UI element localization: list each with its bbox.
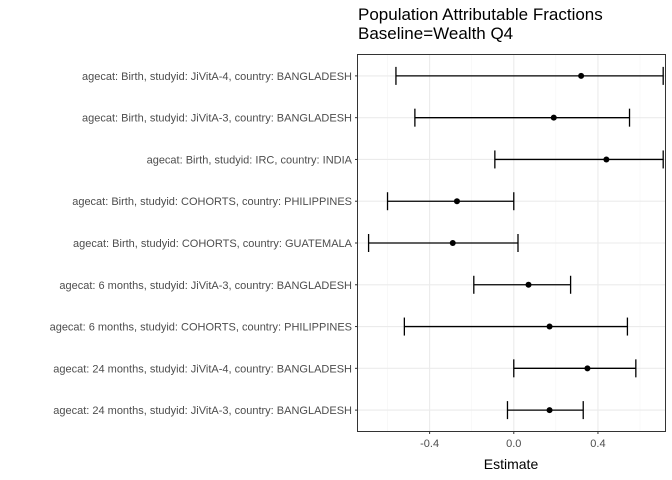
estimate-point — [603, 156, 610, 163]
estimate-point — [578, 72, 585, 79]
error-bar — [414, 108, 631, 127]
estimate-point — [449, 240, 456, 246]
y-tick-label: agecat: Birth, studyid: JiVitA-4, countr… — [82, 71, 352, 83]
marks-layer — [367, 66, 664, 420]
error-bar — [473, 275, 572, 294]
y-tick-label: agecat: 6 months, studyid: COHORTS, coun… — [50, 322, 352, 334]
x-axis: -0.4 0.0 0.4 — [420, 431, 606, 450]
y-axis: agecat: Birth, studyid: JiVitA-4, countr… — [50, 71, 358, 417]
estimate-point — [550, 114, 557, 121]
x-tick-label: 0.4 — [590, 438, 605, 450]
y-tick-label: agecat: Birth, studyid: COHORTS, country… — [73, 238, 353, 250]
estimate-point — [546, 407, 553, 414]
y-tick-label: agecat: Birth, studyid: IRC, country: IN… — [147, 154, 353, 166]
y-tick-label: agecat: 24 months, studyid: JiVitA-3, co… — [53, 405, 352, 417]
x-tick-label: 0.0 — [506, 438, 521, 450]
error-bar — [513, 359, 637, 378]
error-bar — [403, 317, 629, 336]
estimate-point — [546, 323, 553, 330]
y-tick-label: agecat: 24 months, studyid: JiVitA-4, co… — [53, 363, 352, 375]
y-tick-label: agecat: Birth, studyid: COHORTS, country… — [72, 196, 352, 208]
error-bar — [395, 66, 664, 85]
y-tick-label: agecat: 6 months, studyid: JiVitA-3, cou… — [59, 280, 352, 292]
x-tick-label: -0.4 — [420, 438, 439, 450]
chart-title-line-2: Baseline=Wealth Q4 — [358, 24, 513, 43]
error-bar — [386, 192, 515, 211]
chart-title-line-1: Population Attributable Fractions — [358, 5, 603, 24]
estimate-point — [584, 365, 591, 372]
error-bar — [367, 234, 519, 252]
error-bar — [506, 401, 584, 420]
estimate-point — [453, 198, 460, 205]
x-axis-title: Estimate — [484, 456, 539, 472]
estimate-point — [525, 281, 532, 288]
y-tick-label: agecat: Birth, studyid: JiVitA-3, countr… — [82, 113, 352, 125]
error-bar — [494, 150, 664, 169]
